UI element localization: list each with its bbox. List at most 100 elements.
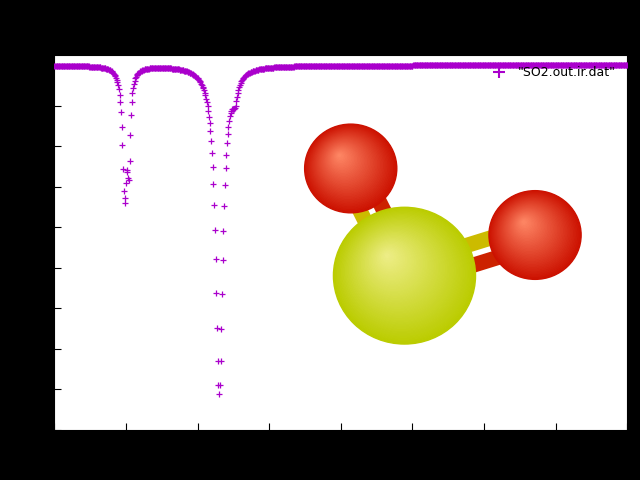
Circle shape	[495, 196, 571, 269]
Circle shape	[326, 144, 361, 177]
Circle shape	[369, 240, 415, 284]
Circle shape	[385, 254, 389, 257]
Circle shape	[512, 212, 542, 240]
Circle shape	[305, 124, 397, 213]
Circle shape	[500, 201, 563, 261]
Circle shape	[368, 239, 418, 286]
Circle shape	[378, 247, 403, 271]
Circle shape	[384, 253, 391, 260]
Circle shape	[327, 144, 360, 175]
Circle shape	[336, 152, 345, 161]
Circle shape	[501, 202, 561, 259]
Circle shape	[490, 192, 580, 278]
Circle shape	[359, 230, 433, 302]
Circle shape	[491, 192, 579, 276]
Circle shape	[305, 125, 396, 211]
Circle shape	[325, 143, 362, 178]
Circle shape	[356, 228, 438, 306]
Circle shape	[333, 207, 476, 344]
Circle shape	[513, 212, 541, 239]
Circle shape	[499, 199, 565, 264]
Circle shape	[516, 216, 535, 233]
Circle shape	[372, 242, 411, 279]
Circle shape	[379, 248, 400, 268]
Circle shape	[380, 249, 398, 266]
Circle shape	[336, 210, 471, 339]
Circle shape	[351, 223, 447, 315]
Circle shape	[515, 214, 538, 236]
Circle shape	[329, 146, 356, 172]
Circle shape	[364, 235, 424, 293]
Circle shape	[503, 203, 558, 256]
Circle shape	[492, 193, 577, 275]
Circle shape	[522, 220, 526, 225]
Circle shape	[511, 210, 545, 243]
Circle shape	[518, 216, 534, 232]
Circle shape	[339, 212, 467, 335]
Circle shape	[357, 229, 436, 304]
Circle shape	[346, 218, 456, 324]
Circle shape	[314, 132, 383, 198]
Circle shape	[499, 200, 564, 262]
Circle shape	[316, 134, 378, 194]
Circle shape	[322, 140, 368, 184]
Circle shape	[310, 130, 387, 203]
Circle shape	[310, 129, 388, 204]
Circle shape	[381, 251, 396, 264]
Circle shape	[367, 237, 420, 288]
Circle shape	[307, 126, 394, 210]
Circle shape	[518, 217, 532, 230]
Circle shape	[502, 202, 559, 258]
Circle shape	[347, 219, 453, 322]
Circle shape	[511, 211, 544, 242]
Circle shape	[506, 206, 552, 251]
Circle shape	[371, 241, 413, 282]
Circle shape	[348, 220, 451, 320]
Circle shape	[319, 137, 372, 188]
Circle shape	[520, 218, 529, 228]
Circle shape	[331, 147, 353, 169]
Circle shape	[332, 148, 352, 168]
Legend: "SO2.out.ir.dat": "SO2.out.ir.dat"	[482, 61, 621, 84]
Circle shape	[319, 136, 374, 190]
Circle shape	[504, 204, 557, 255]
Circle shape	[375, 244, 406, 275]
Circle shape	[355, 227, 440, 309]
Circle shape	[312, 131, 384, 200]
Circle shape	[383, 252, 394, 262]
Circle shape	[516, 215, 536, 235]
Circle shape	[328, 145, 358, 174]
Circle shape	[307, 126, 392, 208]
Circle shape	[353, 225, 442, 311]
Circle shape	[521, 219, 528, 226]
Circle shape	[334, 151, 348, 164]
Circle shape	[496, 197, 570, 268]
Circle shape	[335, 208, 474, 342]
Circle shape	[333, 150, 349, 165]
Circle shape	[349, 222, 449, 317]
Circle shape	[344, 217, 458, 326]
Circle shape	[330, 146, 355, 171]
Circle shape	[493, 194, 574, 272]
Circle shape	[324, 142, 364, 180]
Circle shape	[514, 213, 540, 238]
Circle shape	[324, 141, 365, 181]
Circle shape	[317, 135, 376, 192]
Circle shape	[335, 151, 346, 162]
Circle shape	[362, 232, 429, 298]
Circle shape	[339, 155, 340, 156]
Circle shape	[509, 208, 548, 246]
Circle shape	[308, 127, 391, 207]
Circle shape	[341, 215, 462, 331]
Circle shape	[489, 191, 581, 279]
Circle shape	[321, 139, 369, 185]
Circle shape	[523, 221, 525, 223]
Circle shape	[492, 194, 575, 274]
Circle shape	[343, 216, 460, 328]
Circle shape	[309, 128, 390, 205]
Circle shape	[498, 198, 567, 265]
Circle shape	[519, 218, 531, 229]
Circle shape	[373, 243, 409, 277]
Circle shape	[312, 131, 385, 201]
Circle shape	[363, 234, 427, 295]
